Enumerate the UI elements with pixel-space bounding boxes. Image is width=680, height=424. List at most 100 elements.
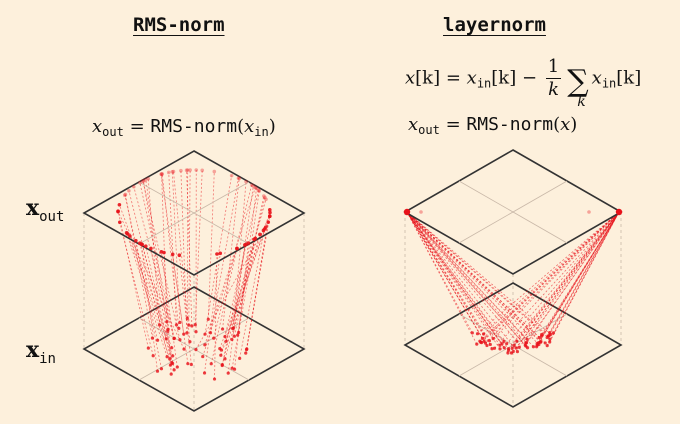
- data-point: [482, 339, 486, 343]
- mapping-line: [246, 209, 271, 350]
- mapping-line: [513, 211, 620, 346]
- mapping-line: [406, 211, 501, 346]
- data-point: [475, 332, 480, 336]
- data-point: [531, 345, 536, 349]
- data-point: [545, 344, 549, 348]
- data-point: [548, 340, 552, 344]
- mapping-line: [406, 211, 542, 342]
- input-plane: [403, 282, 623, 408]
- data-point: [243, 243, 247, 247]
- data-point: [506, 347, 511, 351]
- mapping-line: [406, 211, 518, 352]
- output-plane-axis: [458, 180, 568, 244]
- data-point: [510, 346, 514, 350]
- data-point: [178, 320, 182, 325]
- mapping-line: [477, 211, 620, 335]
- data-point: [170, 346, 174, 350]
- mapping-line: [406, 211, 551, 340]
- data-point: [506, 351, 510, 355]
- rms-norm-equation: xout = RMS-norm(xin): [92, 116, 276, 139]
- mapping-line: [139, 182, 175, 339]
- data-point: [166, 170, 171, 175]
- mapping-line: [214, 253, 218, 380]
- data-point: [220, 363, 224, 367]
- mapping-line: [406, 211, 518, 342]
- mapping-line: [119, 222, 154, 356]
- data-point: [212, 377, 217, 381]
- data-point: [157, 323, 162, 327]
- data-point: [123, 192, 128, 197]
- data-point: [267, 214, 272, 218]
- output-plane: [403, 149, 623, 275]
- data-point: [166, 329, 170, 333]
- data-point: [188, 168, 192, 172]
- data-point: [491, 337, 495, 341]
- data-point: [515, 339, 519, 343]
- data-point: [485, 343, 489, 348]
- mapping-line: [140, 243, 158, 372]
- mapping-line: [526, 211, 620, 343]
- mapping-line: [143, 180, 169, 332]
- data-point: [256, 188, 261, 193]
- mapping-line: [204, 187, 256, 345]
- data-point: [237, 176, 242, 181]
- data-point: [194, 348, 198, 352]
- data-point: [122, 193, 127, 198]
- mapping-line: [219, 212, 271, 349]
- data-point: [257, 189, 262, 193]
- mapping-line: [128, 190, 167, 339]
- data-point: [146, 346, 150, 350]
- data-point: [223, 335, 227, 339]
- mapping-line: [145, 246, 173, 364]
- data-point: [184, 168, 189, 173]
- data-point: [118, 220, 122, 225]
- data-point: [208, 331, 213, 335]
- data-point: [175, 365, 179, 369]
- data-point: [252, 237, 256, 242]
- mapping-line: [518, 211, 620, 348]
- data-point: [185, 316, 189, 320]
- data-point: [547, 333, 551, 338]
- data-point: [188, 340, 192, 344]
- data-point: [224, 339, 228, 343]
- data-point: [185, 168, 190, 172]
- data-point: [128, 234, 132, 238]
- data-point: [615, 208, 623, 216]
- data-point: [258, 232, 262, 237]
- mapping-line: [222, 178, 240, 330]
- data-point: [587, 210, 591, 214]
- data-point: [194, 330, 198, 334]
- data-point: [230, 337, 234, 342]
- mapping-line: [224, 190, 259, 337]
- data-point: [187, 323, 191, 327]
- mapping-line: [406, 211, 478, 345]
- data-point: [164, 337, 168, 341]
- data-point: [498, 347, 502, 351]
- data-point: [139, 242, 144, 246]
- data-point: [266, 220, 271, 224]
- data-point: [206, 317, 210, 321]
- data-point: [141, 179, 145, 183]
- layernorm-equation: xout = RMS-norm(x): [408, 114, 578, 137]
- data-point: [232, 334, 237, 338]
- layernorm-centering-equation: x[k] = xin[k] − 1 k ∑ k xin[k]: [405, 56, 642, 110]
- mapping-line: [406, 211, 493, 349]
- data-point: [419, 210, 423, 214]
- data-point: [220, 327, 225, 331]
- data-point: [487, 339, 492, 343]
- mapping-line: [239, 228, 265, 359]
- mapping-line: [202, 248, 238, 357]
- mapping-line: [150, 248, 175, 370]
- mapping-line: [129, 235, 171, 359]
- data-point: [236, 333, 240, 337]
- data-point: [177, 253, 182, 257]
- x-out-label: xout: [26, 195, 65, 225]
- data-point: [237, 330, 241, 335]
- mapping-line: [406, 211, 528, 340]
- data-point: [174, 323, 179, 327]
- mapping-line: [406, 211, 540, 338]
- mapping-line: [145, 179, 169, 330]
- mapping-line: [246, 216, 271, 350]
- mapping-line: [161, 173, 180, 329]
